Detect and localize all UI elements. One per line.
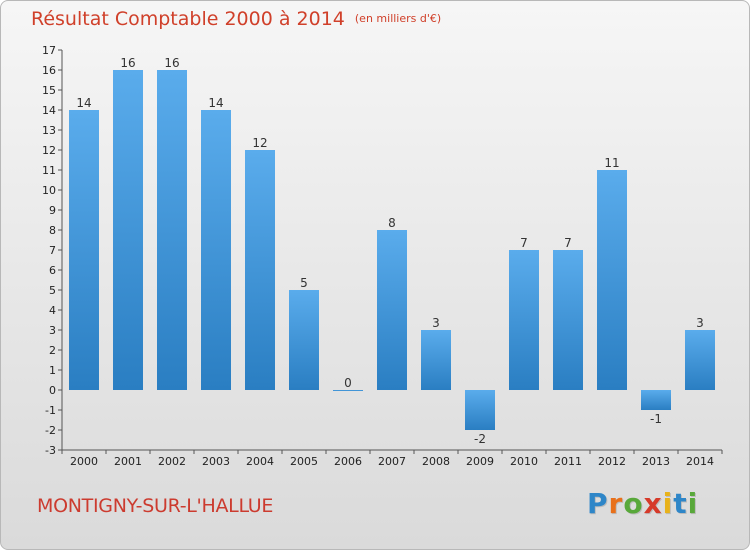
city-name: MONTIGNY-SUR-L'HALLUE [37, 495, 274, 517]
x-tick-label-2004: 2004 [246, 455, 274, 468]
y-tick-label: 0 [49, 384, 56, 397]
data-label-2001: 16 [120, 56, 135, 70]
x-tick-label-2005: 2005 [290, 455, 318, 468]
x-tick-label-2007: 2007 [378, 455, 406, 468]
y-tick-label: 16 [42, 64, 56, 77]
y-tick-label: 17 [42, 44, 56, 57]
x-tick-label-2008: 2008 [422, 455, 450, 468]
y-tick-label: 3 [49, 324, 56, 337]
y-tick-label: 4 [49, 304, 56, 317]
brand-letter: i [662, 487, 674, 520]
data-label-2012: 11 [604, 156, 619, 170]
bar-2005 [289, 290, 319, 390]
y-tick-label: 10 [42, 184, 56, 197]
brand-logo: Proxiti [587, 487, 698, 520]
y-tick-label: 8 [49, 224, 56, 237]
data-label-2008: 3 [432, 316, 440, 330]
bar-2002 [157, 70, 187, 390]
data-label-2013: -1 [650, 412, 662, 426]
bar-2004 [245, 150, 275, 390]
bar-2001 [113, 70, 143, 390]
data-label-2009: -2 [474, 432, 486, 446]
x-tick-label-2012: 2012 [598, 455, 626, 468]
data-label-2011: 7 [564, 236, 572, 250]
y-tick-label: 2 [49, 344, 56, 357]
data-label-2000: 14 [76, 96, 91, 110]
bar-2011 [553, 250, 583, 390]
y-tick-label: 15 [42, 84, 56, 97]
y-tick-label: 5 [49, 284, 56, 297]
y-tick-label: -2 [45, 424, 56, 437]
brand-letter: P [587, 487, 609, 520]
title-unit: (en milliers d'€) [354, 12, 442, 25]
y-tick-label: 7 [49, 244, 56, 257]
x-tick-label-2003: 2003 [202, 455, 230, 468]
data-label-2004: 12 [252, 136, 267, 150]
x-tick-label-2010: 2010 [510, 455, 538, 468]
x-tick-label-2002: 2002 [158, 455, 186, 468]
bar-2012 [597, 170, 627, 390]
x-tick-label-2014: 2014 [686, 455, 714, 468]
y-tick-label: 1 [49, 364, 56, 377]
data-label-2007: 8 [388, 216, 396, 230]
bar-2013 [641, 390, 671, 410]
data-label-2010: 7 [520, 236, 528, 250]
y-tick-label: -1 [45, 404, 56, 417]
brand-letter: t [673, 487, 688, 520]
y-tick-label: 9 [49, 204, 56, 217]
y-tick-label: -3 [45, 444, 56, 457]
bar-2003 [201, 110, 231, 390]
x-tick-label-2000: 2000 [70, 455, 98, 468]
x-tick-label-2006: 2006 [334, 455, 362, 468]
brand-letter: i [687, 487, 699, 520]
brand-letter: o [623, 487, 644, 520]
bar-2008 [421, 330, 451, 390]
bar-2010 [509, 250, 539, 390]
data-label-2014: 3 [696, 316, 704, 330]
bar-2014 [685, 330, 715, 390]
y-tick-label: 11 [42, 164, 56, 177]
y-tick-label: 6 [49, 264, 56, 277]
y-tick-label: 13 [42, 124, 56, 137]
x-tick-label-2009: 2009 [466, 455, 494, 468]
chart-title: Résultat Comptable 2000 à 2014 (en millie… [31, 8, 441, 30]
bar-2000 [69, 110, 99, 390]
data-label-2005: 5 [300, 276, 308, 290]
bar-2007 [377, 230, 407, 390]
x-tick-label-2001: 2001 [114, 455, 142, 468]
x-tick-label-2013: 2013 [642, 455, 670, 468]
brand-letter: r [608, 487, 624, 520]
title-text: Résultat Comptable 2000 à 2014 [31, 8, 345, 30]
y-tick-label: 14 [42, 104, 56, 117]
data-label-2002: 16 [164, 56, 179, 70]
data-label-2006: 0 [344, 376, 352, 390]
bar-2009 [465, 390, 495, 430]
x-tick-label-2011: 2011 [554, 455, 582, 468]
y-tick-label: 12 [42, 144, 56, 157]
data-label-2003: 14 [208, 96, 223, 110]
bar-2006 [333, 390, 363, 391]
brand-letter: x [643, 487, 663, 520]
